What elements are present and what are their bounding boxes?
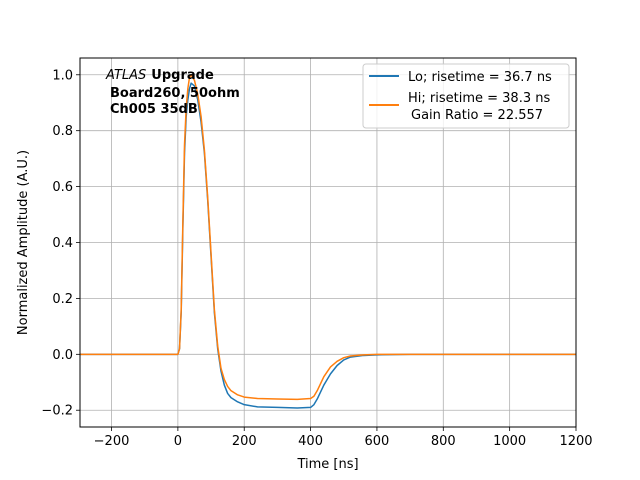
x-axis-label: Time [ns] <box>296 457 358 472</box>
annotation-upgrade: Upgrade <box>151 68 214 83</box>
y-tick-label: 1.0 <box>52 68 73 83</box>
annotation: ATLAS Upgrade Board260, 50ohm Ch005 35dB <box>105 68 240 117</box>
y-axis: −0.2 0.0 0.2 0.4 0.6 0.8 1.0 <box>41 68 80 419</box>
annotation-atlas: ATLAS <box>105 68 146 83</box>
series-line-hi <box>80 74 576 401</box>
y-tick-label: 0.8 <box>52 124 73 139</box>
plot-lines <box>80 74 576 409</box>
x-axis: −200 0 200 400 600 800 1000 1200 <box>94 427 593 449</box>
x-tick-label: 600 <box>365 434 390 449</box>
legend-box <box>362 63 570 129</box>
y-tick-label: 0.6 <box>52 180 73 195</box>
x-tick-label: 1000 <box>493 434 526 449</box>
y-tick-label: 0.2 <box>52 292 73 307</box>
annotation-line-3: Ch005 35dB <box>110 102 198 117</box>
annotation-line-1: ATLAS Upgrade <box>105 68 214 83</box>
x-tick-label: 0 <box>174 434 182 449</box>
y-tick-label: 0.4 <box>52 236 73 251</box>
annotation-line-2: Board260, 50ohm <box>110 86 240 101</box>
legend-label-hi: Hi; risetime = 38.3 ns <box>408 91 550 106</box>
x-tick-label: 400 <box>298 434 323 449</box>
x-tick-label: 1200 <box>559 434 592 449</box>
y-tick-label: −0.2 <box>41 404 73 419</box>
y-tick-label: 0.0 <box>52 348 73 363</box>
legend-label-lo: Lo; risetime = 36.7 ns <box>408 70 552 85</box>
x-tick-label: −200 <box>94 434 130 449</box>
legend-label-hi-gain: Gain Ratio = 22.557 <box>411 108 543 123</box>
x-tick-label: 800 <box>431 434 456 449</box>
x-tick-label: 200 <box>232 434 257 449</box>
legend: Lo; risetime = 36.7 ns Hi; risetime = 38… <box>362 63 570 129</box>
y-axis-label: Normalized Amplitude (A.U.) <box>16 150 31 335</box>
